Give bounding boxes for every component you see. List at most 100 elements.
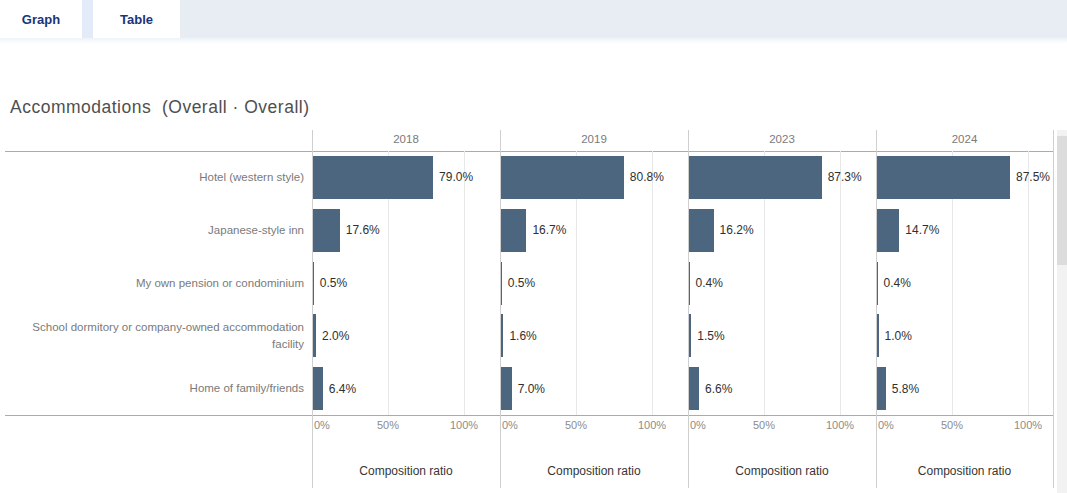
category-label: Japanese-style inn	[0, 204, 310, 257]
bar[interactable]	[313, 367, 323, 410]
bar[interactable]	[313, 156, 433, 199]
year-panel-2019: 201980.8% 16.7%0.5%1.6%7.0%0% 50% 100% Compo…	[500, 130, 688, 488]
bar-value-label: 0.4%	[696, 257, 723, 310]
bar-value-label: 7.0%	[518, 362, 545, 415]
bar-row: 0.4%	[876, 257, 1053, 310]
category-label: School dormitory or company-owned accomm…	[0, 309, 310, 362]
axis-tick-0: 0%	[314, 419, 330, 431]
bar-value-label: 79.0%	[439, 151, 473, 204]
bar[interactable]	[313, 262, 314, 305]
vertical-scrollbar[interactable]	[1057, 130, 1067, 493]
axis-tick-50: 50%	[368, 419, 408, 431]
bar-row: 5.8%	[876, 362, 1053, 415]
bar[interactable]	[501, 367, 512, 410]
axis-tick-0: 0%	[690, 419, 706, 431]
bar-value-label: 6.6%	[705, 362, 732, 415]
axis-tick-100: 100%	[1004, 419, 1052, 431]
bar[interactable]	[689, 209, 714, 252]
tab-bar-divider	[0, 38, 1067, 44]
bar-value-label: 87.5%	[1016, 151, 1050, 204]
year-panel-2018: 201879.0% 17.6%0.5%2.0%6.4% 0% 50% 100% Compo…	[312, 130, 500, 488]
category-label: Home of family/friends	[0, 362, 310, 415]
bar[interactable]	[877, 156, 1010, 199]
bar-row: 1.0%	[876, 309, 1053, 362]
tab-bar-fill	[180, 0, 1067, 38]
bar-value-label: 0.5%	[508, 257, 535, 310]
bar-value-label: 6.4%	[329, 362, 356, 415]
bar[interactable]	[877, 262, 878, 305]
year-header: 2019	[500, 130, 688, 151]
bar-row: 80.8%	[500, 151, 688, 204]
bar-value-label: 1.5%	[697, 309, 724, 362]
bar[interactable]	[877, 209, 899, 252]
bar[interactable]	[313, 209, 340, 252]
axis-title: Composition ratio	[876, 464, 1053, 478]
bar-value-label: 87.3%	[828, 151, 862, 204]
chart-area: Hotel (western style)Japanese-style innM…	[0, 130, 1067, 493]
axis-tick-50: 50%	[932, 419, 972, 431]
bar-value-label: 80.8%	[630, 151, 664, 204]
bar-value-label: 17.6%	[346, 204, 380, 257]
bar-row: 0.5%	[500, 257, 688, 310]
axis-tick-100: 100%	[816, 419, 864, 431]
axis-tick-50: 50%	[744, 419, 784, 431]
bar[interactable]	[877, 367, 886, 410]
bar-value-label: 16.2%	[720, 204, 754, 257]
bar-row: 6.6%	[688, 362, 876, 415]
category-label: My own pension or condominium	[0, 257, 310, 310]
bar-row: 16.2%	[688, 204, 876, 257]
bar-row: 0.5%	[312, 257, 500, 310]
chart-right-border	[1053, 130, 1054, 488]
bar-row: 17.6%	[312, 204, 500, 257]
axis-tick-0: 0%	[502, 419, 518, 431]
tab-graph[interactable]: Graph	[0, 0, 82, 38]
bar-value-label: 14.7%	[905, 204, 939, 257]
bar-row: 16.7%	[500, 204, 688, 257]
bar[interactable]	[501, 156, 624, 199]
axis-title: Composition ratio	[688, 464, 876, 478]
year-panel-2023: 202387.3% 16.2%0.4%1.5%6.6% 0% 50% 100% Compo…	[688, 130, 876, 488]
tab-table[interactable]: Table	[93, 0, 180, 38]
bar-row: 1.6%	[500, 309, 688, 362]
axis-tick-0: 0%	[878, 419, 894, 431]
axis-tick-100: 100%	[628, 419, 676, 431]
axis-title: Composition ratio	[312, 464, 500, 478]
category-label-column: Hotel (western style)Japanese-style innM…	[0, 151, 310, 415]
bar[interactable]	[501, 209, 526, 252]
tab-separator	[82, 0, 93, 38]
year-panel-2024: 202487.5% 14.7%0.4%1.0%5.8% 0% 50% 100% Compo…	[876, 130, 1053, 488]
axis-tick-100: 100%	[440, 419, 488, 431]
bar[interactable]	[877, 314, 879, 357]
bar-row: 7.0%	[500, 362, 688, 415]
category-label: Hotel (western style)	[0, 151, 310, 204]
app-root: Graph Table Accommodations (Overall · Ov…	[0, 0, 1067, 493]
bar-row: 2.0%	[312, 309, 500, 362]
bar[interactable]	[501, 314, 503, 357]
axis-title: Composition ratio	[500, 464, 688, 478]
axis-tick-50: 50%	[556, 419, 596, 431]
bar-value-label: 0.4%	[884, 257, 911, 310]
bar-row: 0.4%	[688, 257, 876, 310]
tab-graph-label: Graph	[22, 12, 60, 27]
chart-title: Accommodations (Overall · Overall)	[10, 97, 310, 118]
bar-value-label: 16.7%	[532, 204, 566, 257]
bar[interactable]	[689, 262, 690, 305]
year-header: 2024	[876, 130, 1053, 151]
bar[interactable]	[689, 367, 699, 410]
bar-value-label: 1.6%	[509, 309, 536, 362]
scrollbar-thumb[interactable]	[1057, 136, 1067, 265]
bar[interactable]	[689, 156, 822, 199]
bar[interactable]	[501, 262, 502, 305]
bar-row: 87.5%	[876, 151, 1053, 204]
bar-value-label: 2.0%	[322, 309, 349, 362]
bar-value-label: 1.0%	[885, 309, 912, 362]
bar-row: 87.3%	[688, 151, 876, 204]
bar-row: 14.7%	[876, 204, 1053, 257]
bar[interactable]	[689, 314, 691, 357]
bar[interactable]	[313, 314, 316, 357]
year-header: 2018	[312, 130, 500, 151]
tab-table-label: Table	[120, 12, 153, 27]
bar-value-label: 5.8%	[892, 362, 919, 415]
year-header: 2023	[688, 130, 876, 151]
bar-row: 79.0%	[312, 151, 500, 204]
